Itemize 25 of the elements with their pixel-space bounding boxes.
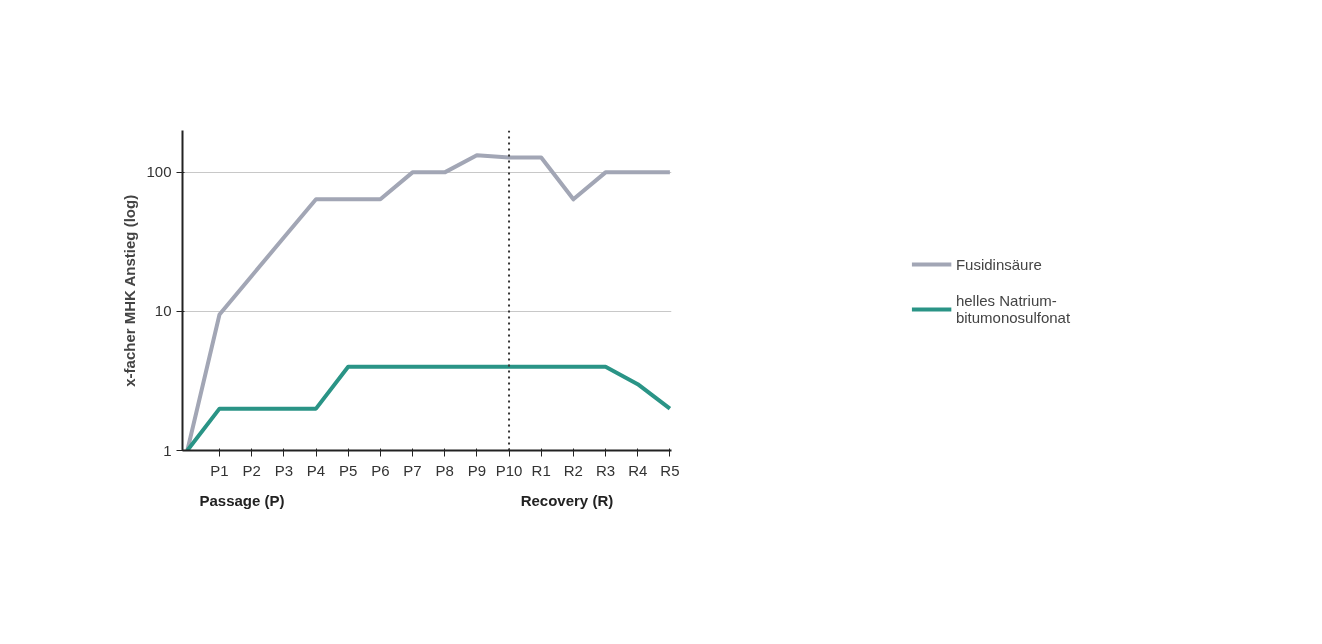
y-axis-title: x-facher MHK Anstieg (log) bbox=[121, 194, 139, 387]
x-tick-label: R1 bbox=[531, 461, 551, 479]
text: Passage (P) bbox=[199, 491, 285, 509]
x-tick-label: R3 bbox=[595, 461, 616, 479]
y-tick-label: 100 bbox=[146, 163, 172, 181]
x-tick-label: P6 bbox=[371, 461, 390, 479]
x-tick-label: P2 bbox=[242, 461, 261, 479]
text: Recovery (R) bbox=[520, 491, 614, 509]
line-series bbox=[185, 153, 672, 451]
y-tick-label: 1 bbox=[163, 441, 172, 459]
x-tick-label: P10 bbox=[495, 461, 523, 479]
x-tick-label: P7 bbox=[403, 461, 422, 479]
x-tick-label: R2 bbox=[563, 461, 583, 479]
x-tick-label: P3 bbox=[274, 461, 294, 479]
y-tick-label: 10 bbox=[154, 302, 172, 320]
line-series bbox=[185, 364, 672, 451]
x-tick-label: R4 bbox=[628, 461, 648, 479]
x-tick-label: P1 bbox=[210, 461, 229, 479]
legend-label: Fusidinsäure bbox=[955, 255, 1042, 273]
x-tick-label: P4 bbox=[306, 461, 326, 479]
x-tick-label: P8 bbox=[435, 461, 454, 479]
x-tick-label: P5 bbox=[339, 461, 358, 479]
x-tick-label: R5 bbox=[660, 461, 680, 479]
legend-label: helles Natrium-bitumonosulfonat bbox=[955, 292, 1071, 326]
x-tick-label: P9 bbox=[467, 461, 487, 479]
